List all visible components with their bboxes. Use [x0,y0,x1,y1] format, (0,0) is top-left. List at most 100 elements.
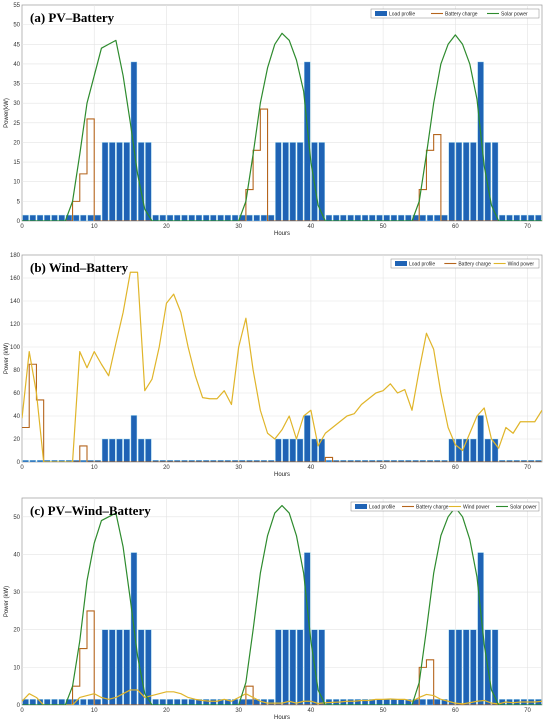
load-bar [181,699,188,705]
load-bar [484,142,491,221]
panel-title: (c) PV–Wind–Battery [30,503,151,518]
y-tick-label: 100 [10,345,21,351]
solar-power-line [22,32,542,221]
load-bar [275,438,282,462]
x-tick-label: 0 [20,224,24,230]
load-bar [311,438,318,462]
load-bar [470,438,477,462]
y-tick-label: 20 [13,628,20,634]
y-tick-label: 5 [17,199,21,205]
load-bar [289,142,296,221]
load-bar [130,415,138,462]
legend-label: Wind power [463,504,490,510]
battery-charge-line [22,610,542,705]
load-bar [470,142,477,221]
load-bar [116,438,123,462]
load-bar [361,699,369,705]
load-bar [376,214,383,221]
load-bar [152,699,159,705]
y-tick-label: 20 [13,437,20,443]
chart-panel-3: 0 10 20 30 40 50 60 70 0 10 20 30 40 50 Hours Power (kW… [4,497,543,721]
chart-panel-1: 0 10 20 30 40 50 60 70 0 5 10 15 20 25 30 35 40 45 50 55 Hou… [4,3,543,237]
y-tick-label: 10 [13,665,20,671]
load-bar [51,699,58,705]
load-bar [455,142,463,221]
legend-label: Battery charge [416,504,449,510]
load-bar [426,214,434,221]
x-tick-label: 50 [380,708,387,714]
chart-panel-2: 0 10 20 30 40 50 60 70 0 20 40 60 80 100 120 140 160 180 H… [4,253,543,478]
load-bar [29,699,36,705]
legend: Load profile Battery charge Solar power [370,8,540,19]
load-bar [188,214,195,221]
load-bar [138,142,145,221]
load-bar [463,629,470,705]
load-bar [22,699,29,705]
x-tick-label: 60 [452,708,459,714]
load-bar [448,142,455,221]
load-bar [145,142,152,221]
legend-label: Battery charge [458,261,491,267]
load-bar [123,629,130,705]
y-tick-label: 0 [17,460,21,466]
load-bar [181,214,188,221]
load-bar [513,214,520,221]
load-bar [224,214,231,221]
x-tick-label: 30 [235,465,242,471]
x-tick-label: 20 [163,465,170,471]
legend-label: Load profile [369,504,395,510]
x-tick-label: 50 [380,465,387,471]
y-axis-label: Power (kW) [4,586,10,617]
load-bar [138,438,145,462]
load-bar [520,214,528,221]
load-bar [260,214,268,221]
load-bar [448,438,455,462]
load-bar [535,214,542,221]
load-bar [152,214,159,221]
load-bar [296,438,304,462]
load-bar [210,699,217,705]
load-bar [174,699,181,705]
load-bar [354,699,361,705]
load-bar [36,460,44,462]
load-bar [318,142,325,221]
x-tick-label: 40 [308,708,315,714]
legend: Load profile Battery charge Wind power Sola… [350,501,540,512]
load-bar [289,629,296,705]
load-bar [101,629,109,705]
plot-area [21,254,543,463]
x-tick-label: 70 [524,465,531,471]
y-tick-label: 180 [10,253,21,259]
load-bar [29,214,36,221]
load-bar [246,699,253,705]
load-bar [383,214,390,221]
load-bar [477,415,484,462]
load-bar [36,214,44,221]
legend-label: Solar power [510,504,537,510]
y-tick-label: 0 [17,219,21,225]
x-tick-label: 70 [524,708,531,714]
x-tick-label: 60 [452,224,459,230]
x-tick-label: 10 [91,465,98,471]
legend-box [390,258,540,269]
y-tick-label: 40 [13,414,20,420]
legend: Load profile Battery charge Wind power [390,258,540,269]
y-tick-label: 60 [13,391,20,397]
x-tick-label: 0 [20,708,24,714]
load-bar [58,214,65,221]
load-bar [145,438,152,462]
y-tick-label: 50 [13,23,20,29]
load-bar [441,214,448,221]
load-bar [390,214,398,221]
load-bar [44,214,51,221]
x-tick-label: 20 [163,224,170,230]
y-tick-label: 55 [13,3,20,9]
load-bar [347,699,354,705]
load-bar [195,214,203,221]
load-bar [484,438,491,462]
load-bar [383,699,390,705]
y-tick-label: 35 [13,82,20,88]
load-bar [22,460,29,462]
y-tick-label: 120 [10,322,21,328]
load-bar [289,438,296,462]
